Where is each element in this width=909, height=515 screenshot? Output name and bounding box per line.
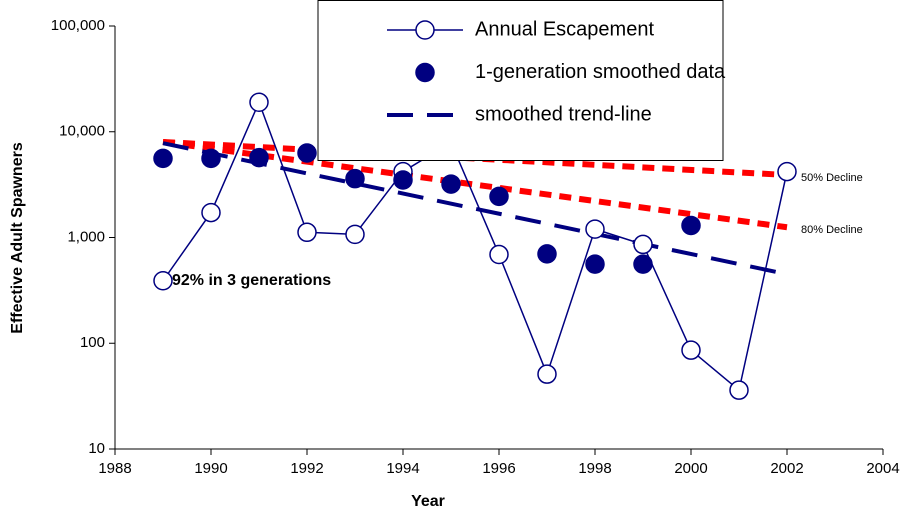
data-point <box>777 161 797 182</box>
data-point <box>729 380 749 400</box>
legend-label: 1-generation smoothed data <box>475 61 726 83</box>
line-label: 50% Decline <box>801 172 863 184</box>
data-point <box>345 224 365 245</box>
data-point <box>297 222 317 243</box>
y-tick-label: 10 <box>88 440 105 457</box>
x-tick-label: 2004 <box>866 460 899 477</box>
y-tick-label: 100 <box>80 334 105 351</box>
data-point <box>345 168 365 189</box>
legend-marker <box>415 20 435 40</box>
data-point <box>633 254 653 274</box>
x-tick-label: 1998 <box>578 460 611 477</box>
data-point <box>297 143 317 163</box>
data-point <box>537 244 557 264</box>
x-tick-label: 1994 <box>386 460 419 477</box>
series-line <box>162 100 788 392</box>
x-tick-label: 2000 <box>674 460 707 477</box>
data-point <box>681 340 701 360</box>
data-point <box>249 147 269 168</box>
data-point <box>153 148 173 169</box>
x-tick-label: 1990 <box>194 460 227 477</box>
x-tick-label: 1988 <box>98 460 131 477</box>
data-point <box>393 170 413 190</box>
y-tick-label: 10,000 <box>59 123 105 140</box>
data-point <box>489 244 509 265</box>
data-point <box>585 219 605 239</box>
annotation: 92% in 3 generations <box>172 272 331 289</box>
data-point <box>489 186 509 207</box>
data-point <box>681 215 701 236</box>
legend-marker <box>415 62 435 83</box>
data-point <box>201 202 221 223</box>
series-line <box>162 139 788 178</box>
data-point <box>585 254 605 274</box>
x-tick-label: 1992 <box>290 460 323 477</box>
y-tick-label: 1,000 <box>67 228 105 245</box>
y-tick-label: 100,000 <box>51 17 105 34</box>
legend-box <box>317 0 724 161</box>
line-label: 80% Decline <box>801 224 863 236</box>
series-line <box>162 141 788 277</box>
x-tick-label: 2002 <box>770 460 803 477</box>
data-point <box>153 270 173 291</box>
legend-label: Annual Escapement <box>475 18 654 40</box>
data-point <box>537 364 557 384</box>
legend-label: smoothed trend-line <box>475 103 652 125</box>
data-point <box>441 174 461 194</box>
data-point <box>201 148 221 169</box>
data-point <box>633 234 653 255</box>
data-point <box>249 92 269 113</box>
x-axis-title: Year <box>411 493 445 510</box>
y-axis-title: Effective Adult Spawners <box>9 142 26 334</box>
x-tick-label: 1996 <box>482 460 515 477</box>
